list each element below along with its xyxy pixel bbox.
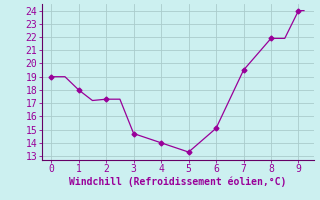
X-axis label: Windchill (Refroidissement éolien,°C): Windchill (Refroidissement éolien,°C) bbox=[69, 177, 286, 187]
